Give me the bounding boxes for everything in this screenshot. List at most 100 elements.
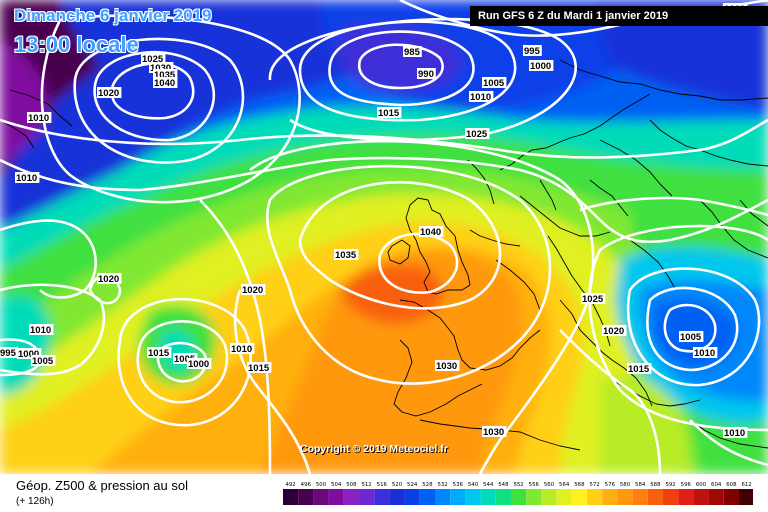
scale-swatch [556,489,572,505]
isobar-label: 1005 [483,78,505,89]
scale-tick-label: 556 [529,482,540,488]
scale-swatch [359,489,375,505]
scale-tick-label: 504 [331,482,342,488]
isobar-label: 1025 [466,129,488,140]
scale-tick-label: 540 [468,482,479,488]
scale-tick-label: 584 [635,482,646,488]
isobar-label: 1015 [378,108,400,119]
scale-tick-label: 536 [453,482,464,488]
scale-swatch [571,489,587,505]
scale-tick-label: 580 [620,482,631,488]
scale-tick-label: 560 [544,482,555,488]
scale-tick-label: 576 [605,482,616,488]
scale-tick-label: 612 [741,482,751,488]
scale-swatch [587,489,603,505]
scale-swatch [632,489,648,505]
isobar-label: 1000 [188,359,209,370]
isobar-label: 1000 [530,61,551,72]
isobar-label: 1025 [142,54,164,65]
scale-tick-label: 508 [346,482,357,488]
scale-tick-label: 544 [483,482,494,488]
scale-swatch [389,489,405,505]
isobar-label: 1030 [436,361,457,372]
copyright: Copyright © 2019 Meteociel.fr [300,443,448,455]
color-scale: 492 496 500 504 508 512 516 520 524 528 532 536 540 5… [283,482,753,505]
isobar-label: 990 [418,69,434,80]
scale-tick-label: 512 [361,482,371,488]
scale-swatch [313,489,329,505]
isobar-label: 1020 [603,326,624,337]
scale-tick-label: 588 [650,482,661,488]
scale-swatch [723,489,739,505]
scale-tick-label: 564 [559,482,570,488]
scale-swatch [739,489,753,505]
scale-tick-label: 604 [711,482,722,488]
isobar-label: 1020 [242,285,263,296]
scale-swatch [374,489,390,505]
isobar-label: 1015 [148,348,170,359]
scale-tick-label: 524 [407,482,418,488]
isobar-label: 1025 [582,294,604,305]
scale-tick-label: 568 [574,482,585,488]
weather-map: 1025 1030 1035 1040 1020 1010 1010 985 990 995 100… [0,0,768,474]
isobar-label: 1040 [420,227,441,238]
isobar-label: 1010 [30,325,51,336]
scale-swatch [298,489,314,505]
run-info: Run GFS 6 Z du Mardi 1 janvier 2019 [470,6,768,26]
coastlines [0,59,768,451]
isobar-label: 1015 [628,364,650,375]
isobar-label: 1015 [248,363,270,374]
scale-tick-label: 552 [513,482,523,488]
scale-tick-label: 528 [422,482,433,488]
scale-tick-label: 520 [392,482,403,488]
scale-swatch [526,489,542,505]
scale-swatch [450,489,466,505]
isobar-label: 1035 [154,70,176,81]
scale-swatch [328,489,344,505]
isobar-label: 1035 [335,250,357,261]
isobar-label: 985 [404,47,421,58]
isobar-label: 1040 [154,78,175,89]
lead-time: (+ 126h) [16,496,54,507]
scale-swatch [495,489,511,505]
isobar-label: 1010 [694,348,715,359]
isobar-label: 1010 [28,113,49,124]
legend-footer: Géop. Z500 & pression au sol (+ 126h) 49… [0,474,768,512]
isobar-label: 1030 [150,63,171,74]
isobar-label: 1010 [16,173,37,184]
scale-swatch [541,489,557,505]
scale-swatch [663,489,679,505]
scale-swatch [602,489,618,505]
isobar-label: 995 [524,46,541,57]
isobar-label: 1005 [174,354,196,365]
scale-swatch [283,489,299,505]
scale-swatch [708,489,724,505]
scale-swatch [435,489,451,505]
scale-tick-label: 592 [665,482,675,488]
isobar-label: 995 [0,348,17,359]
scale-tick-label: 516 [377,482,388,488]
isobar-label: 1010 [724,428,745,439]
isobar-lines [0,0,768,474]
scale-swatch [404,489,420,505]
scale-tick-label: 492 [285,482,295,488]
forecast-date: Dimanche 6 janvier 2019 [14,6,212,25]
isobar-label: 1030 [483,427,504,438]
isobar-label: 1020 [98,274,119,285]
scale-tick-label: 596 [681,482,692,488]
scale-tick-label: 572 [589,482,599,488]
scale-tick-label: 600 [696,482,707,488]
scale-swatch [693,489,709,505]
scale-tick-label: 500 [316,482,327,488]
scale-swatch [465,489,481,505]
isobar-label: 1010 [470,92,491,103]
scale-swatch [647,489,663,505]
isobar-label: 1005 [680,332,702,343]
scale-tick-label: 608 [726,482,737,488]
scale-swatch [678,489,694,505]
forecast-time: 13:00 locale [14,32,139,57]
isobar-label: 1005 [32,356,54,367]
scale-swatch [480,489,496,505]
scale-swatch [343,489,359,505]
scale-swatch [511,489,527,505]
